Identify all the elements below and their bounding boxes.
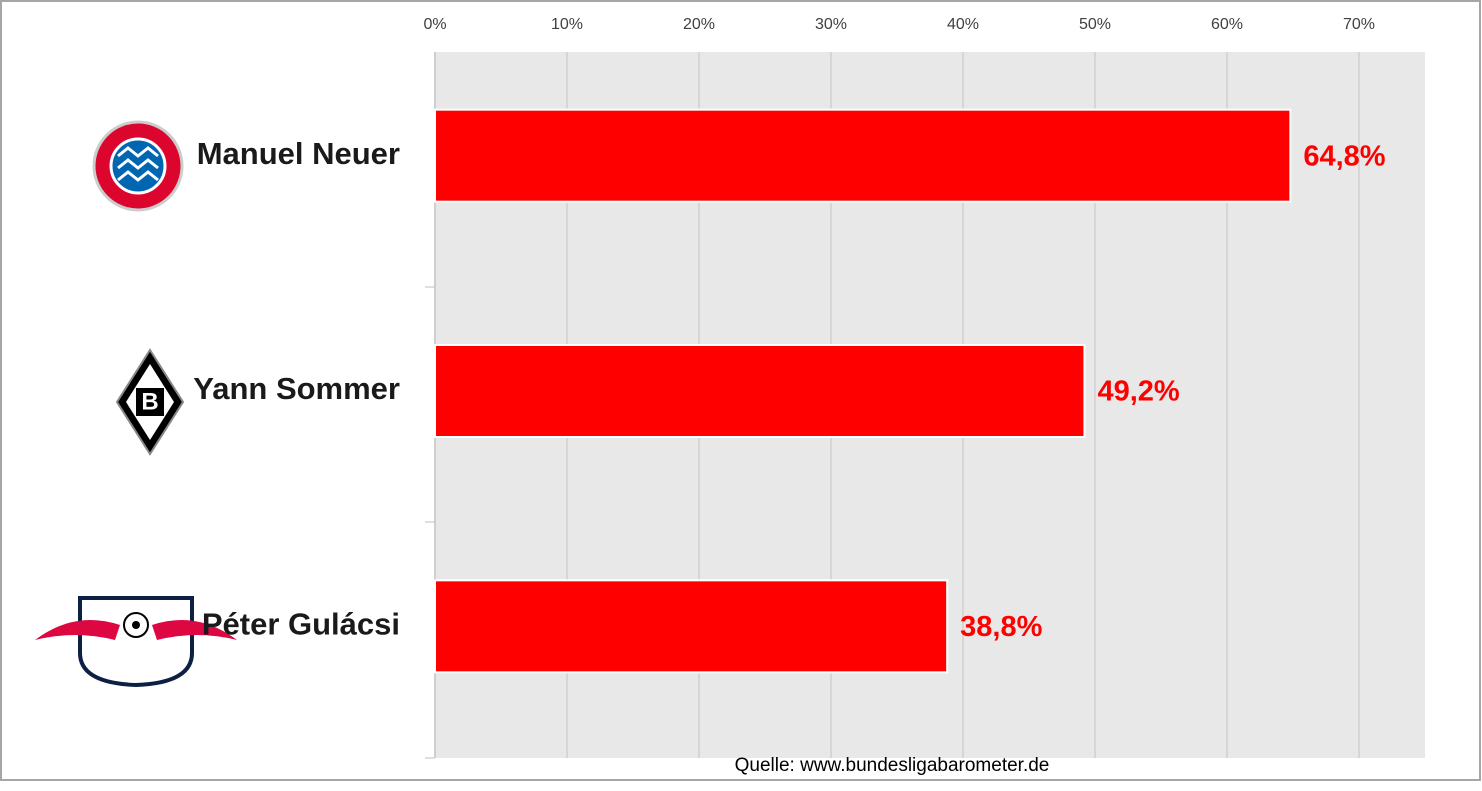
category-label: Péter Gulácsi — [202, 607, 400, 642]
x-tick-label: 60% — [1211, 16, 1243, 33]
x-tick-label: 0% — [423, 16, 446, 33]
value-label: 38,8% — [960, 611, 1042, 643]
value-label: 49,2% — [1097, 376, 1179, 408]
logo-gladbach: B — [115, 348, 185, 456]
logo-leipzig — [35, 596, 237, 688]
category-label: Manuel Neuer — [197, 136, 400, 171]
logo-bayern — [92, 120, 184, 212]
source: Quelle: www.bundesligabarometer.de — [735, 755, 1050, 776]
x-tick-label: 50% — [1079, 16, 1111, 33]
bar — [434, 344, 1086, 438]
svg-text:B: B — [141, 388, 158, 415]
bar — [434, 579, 949, 674]
x-tick-label: 40% — [947, 16, 979, 33]
x-tick-label: 70% — [1343, 16, 1375, 33]
x-tick-label: 10% — [551, 16, 583, 33]
bar — [434, 108, 1292, 203]
x-tick-label: 30% — [815, 16, 847, 33]
x-tick-label: 20% — [683, 16, 715, 33]
category-label: Yann Sommer — [193, 371, 400, 406]
value-label: 64,8% — [1303, 140, 1385, 172]
